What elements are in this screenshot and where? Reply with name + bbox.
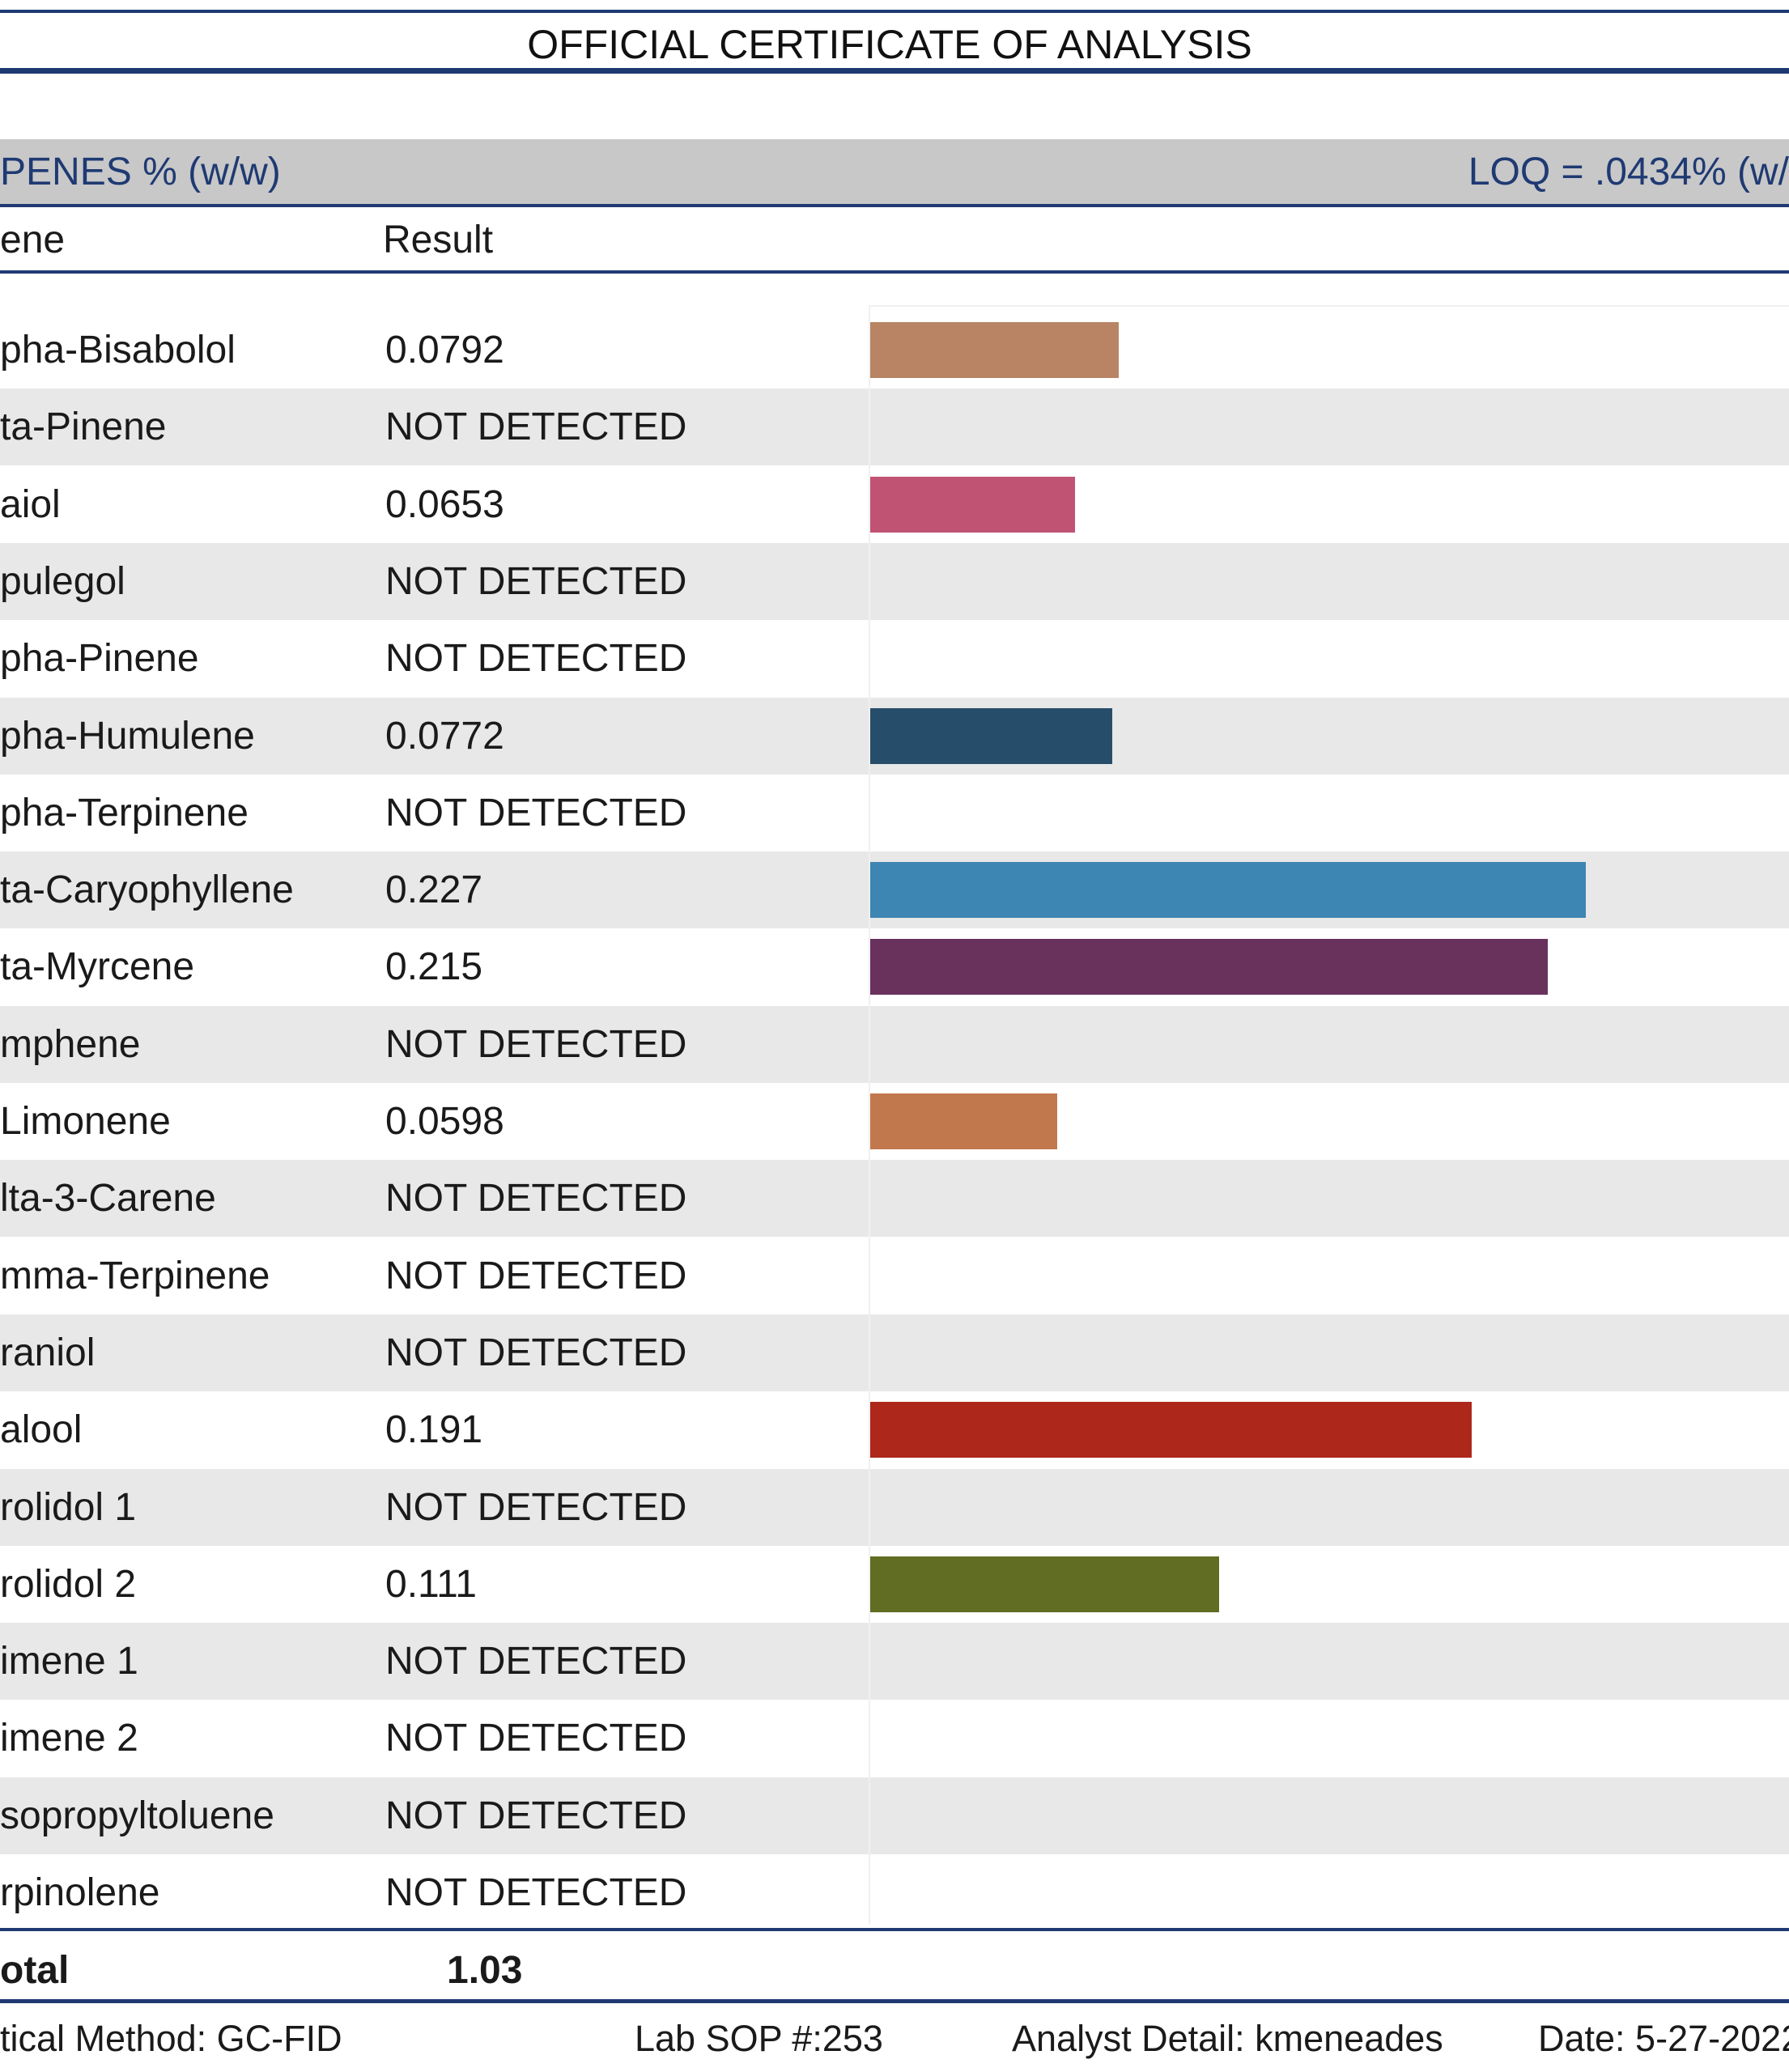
terpene-name: alool [0,1408,83,1452]
result-bar [869,862,1586,919]
terpene-result: NOT DETECTED [385,405,687,449]
column-header-name: ene [0,219,66,261]
terpene-result: 0.191 [385,1408,483,1452]
table-row: alool 0.191 [0,1391,1789,1468]
result-bar [869,1556,1219,1612]
table-row: ta-Pinene NOT DETECTED [0,388,1789,466]
table-row: ta-Caryophyllene 0.227 [0,851,1789,929]
result-bar [869,707,1112,764]
terpene-name: lta-3-Carene [0,1177,216,1221]
terpene-name: pulegol [0,559,125,603]
terpene-name: raniol [0,1331,96,1374]
section-band: PENES % (w/w) LOQ = .0434% (w/ [0,139,1789,206]
terpene-result: NOT DETECTED [385,1717,687,1760]
terpene-result: 0.227 [385,868,483,912]
terpene-result: 0.215 [385,945,483,989]
footer-sop: Lab SOP #:253 [635,2018,883,2059]
table-row: Limonene 0.0598 [0,1083,1789,1160]
terpene-result: NOT DETECTED [385,1485,687,1529]
title-underline [0,68,1789,74]
terpene-result: 0.0792 [385,329,504,372]
footer-analyst: Analyst Detail: kmeneades [1012,2018,1443,2059]
terpene-name: Limonene [0,1100,171,1143]
table-row: pha-Bisabolol 0.0792 [0,312,1789,388]
table-row: aiol 0.0653 [0,466,1789,543]
terpene-name: pha-Pinene [0,637,199,681]
terpene-name: rolidol 2 [0,1562,137,1606]
total-row: otal 1.03 [0,1938,1789,2003]
table-row: imene 2 NOT DETECTED [0,1700,1789,1777]
plot-area-edge [869,306,870,1925]
table-row: rolidol 2 0.111 [0,1546,1789,1623]
terpene-result: NOT DETECTED [385,1022,687,1066]
table-row: imene 1 NOT DETECTED [0,1623,1789,1700]
result-bar [869,1093,1057,1149]
table-row: rolidol 1 NOT DETECTED [0,1468,1789,1546]
terpene-result: NOT DETECTED [385,1177,687,1221]
terpene-result: NOT DETECTED [385,1794,687,1837]
footer-date: Date: 5-27-2022 [1538,2018,1789,2059]
terpene-name: pha-Terpinene [0,791,249,834]
terpene-name: pha-Bisabolol [0,329,236,372]
terpene-name: ta-Myrcene [0,945,195,989]
result-bar [869,939,1548,996]
table-row: mphene NOT DETECTED [0,1005,1789,1083]
table-row: pha-Humulene 0.0772 [0,697,1789,775]
total-bottom-rule [0,1999,1789,2003]
terpene-result: NOT DETECTED [385,1331,687,1374]
total-value: 1.03 [447,1949,523,1992]
header-underline [0,270,1789,274]
terpene-name: rpinolene [0,1871,160,1914]
terpene-result: NOT DETECTED [385,1871,687,1914]
table-row: raniol NOT DETECTED [0,1314,1789,1391]
terpene-name: imene 1 [0,1640,138,1684]
column-header-result: Result [383,219,494,261]
table-row: rpinolene NOT DETECTED [0,1854,1789,1931]
terpene-result: NOT DETECTED [385,1640,687,1684]
terpene-result: 0.0653 [385,482,504,526]
terpene-result: 0.111 [385,1562,477,1606]
terpene-name: aiol [0,482,61,526]
terpene-result: NOT DETECTED [385,1254,687,1297]
loq-label: LOQ = .0434% (w/ [1468,151,1789,193]
table-row: pulegol NOT DETECTED [0,542,1789,620]
total-top-rule [0,1928,1789,1931]
footer-method: tical Method: GC-FID [0,2018,342,2059]
terpene-name: rolidol 1 [0,1485,137,1529]
terpene-name: sopropyltoluene [0,1794,274,1837]
terpene-result: NOT DETECTED [385,637,687,681]
terpene-result: 0.0772 [385,714,504,758]
table-row: sopropyltoluene NOT DETECTED [0,1777,1789,1854]
table-row: lta-3-Carene NOT DETECTED [0,1160,1789,1238]
terpene-name: ta-Pinene [0,405,167,449]
total-label: otal [0,1949,70,1992]
section-label: PENES % (w/w) [0,151,281,193]
terpene-name: imene 2 [0,1717,138,1760]
table-row: ta-Myrcene 0.215 [0,928,1789,1005]
terpene-result: NOT DETECTED [385,559,687,603]
top-rule [0,10,1789,13]
document-title: OFFICIAL CERTIFICATE OF ANALYSIS [527,22,1252,67]
terpene-name: pha-Humulene [0,714,255,758]
terpene-name: ta-Caryophyllene [0,868,294,912]
result-bar [869,1402,1472,1458]
table-row: mma-Terpinene NOT DETECTED [0,1238,1789,1314]
result-bar [869,322,1119,378]
table-row: pha-Pinene NOT DETECTED [0,620,1789,697]
band-underline [0,204,1789,207]
terpene-result: 0.0598 [385,1100,504,1143]
terpene-result: NOT DETECTED [385,791,687,834]
table-row: pha-Terpinene NOT DETECTED [0,775,1789,851]
terpene-name: mma-Terpinene [0,1254,270,1297]
plot-area-top [869,305,1789,307]
result-bar [869,476,1075,533]
terpene-name: mphene [0,1022,141,1066]
